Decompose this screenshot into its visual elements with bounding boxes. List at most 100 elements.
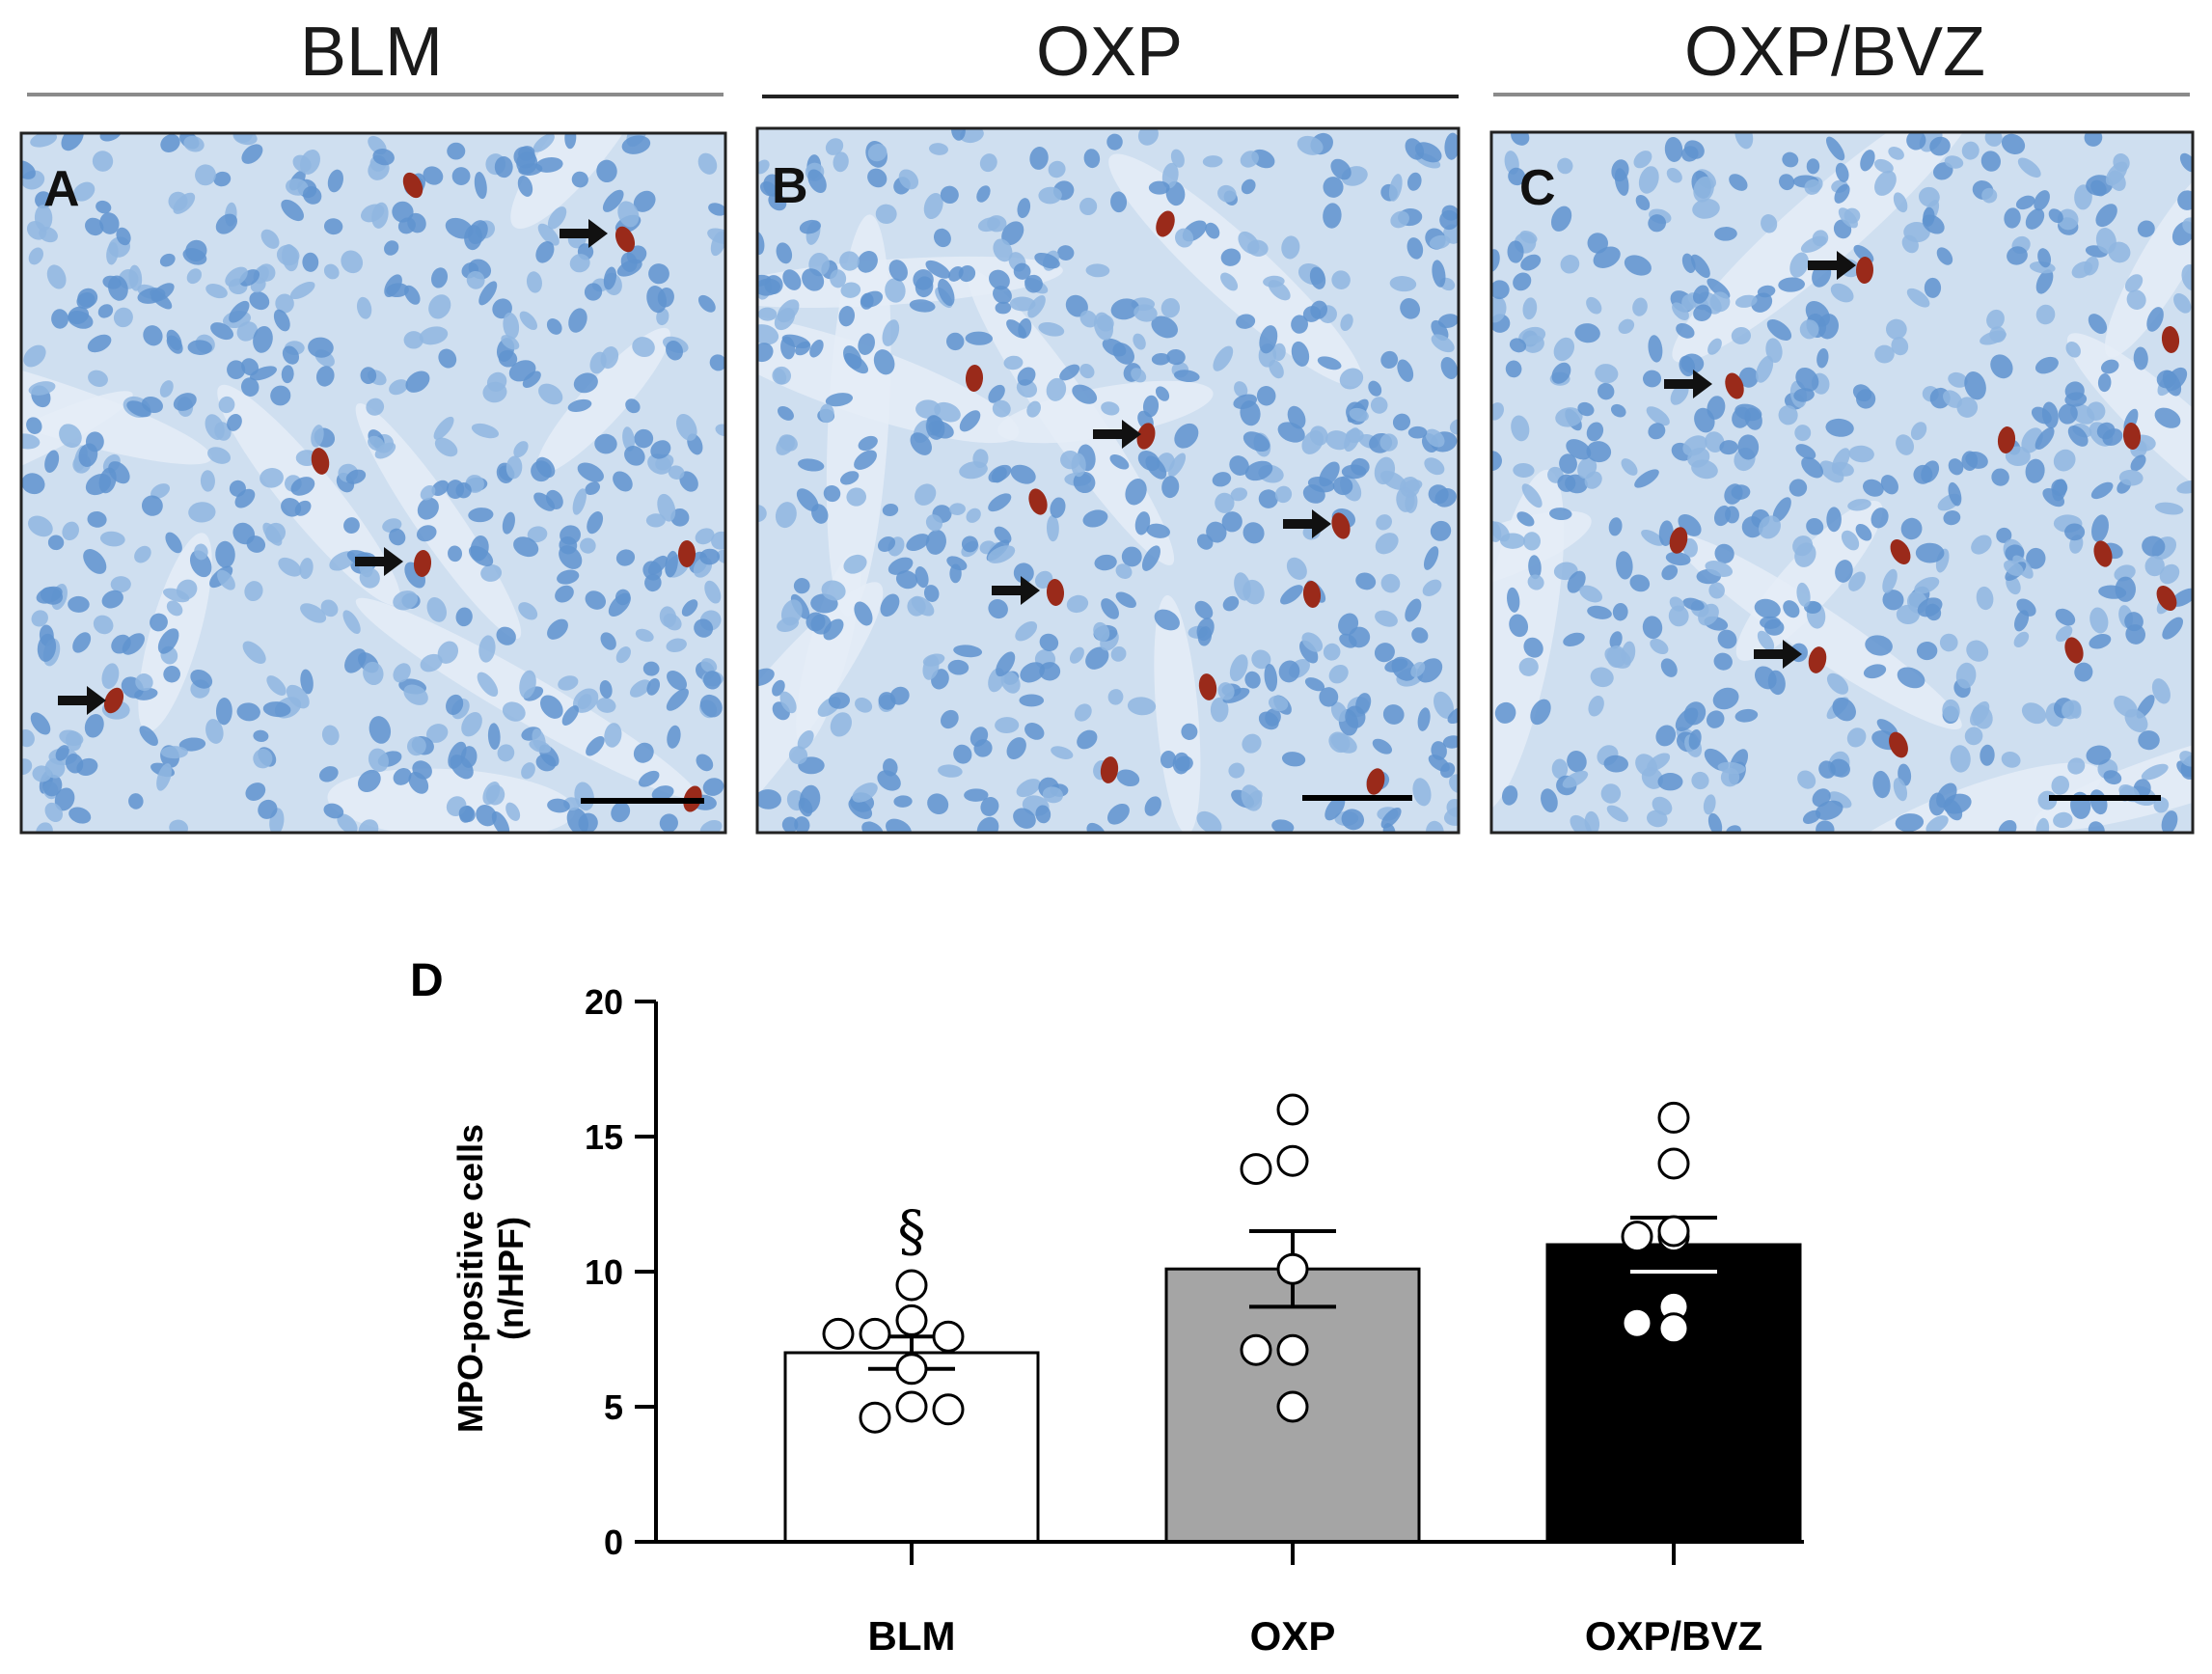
nucleus bbox=[1083, 149, 1101, 169]
nucleus bbox=[517, 176, 533, 197]
nucleus bbox=[1579, 585, 1602, 603]
nucleus bbox=[327, 169, 343, 193]
nucleus bbox=[1425, 428, 1445, 448]
nucleus bbox=[163, 665, 180, 683]
nucleus bbox=[253, 749, 273, 769]
nucleus bbox=[419, 326, 449, 345]
group-title-blm: BLM bbox=[300, 14, 443, 91]
nucleus bbox=[182, 248, 207, 265]
nucleus bbox=[2014, 610, 2030, 632]
nucleus bbox=[1789, 479, 1808, 497]
stroma-streak bbox=[1154, 594, 1201, 833]
nucleus bbox=[403, 331, 423, 349]
nucleus bbox=[1302, 306, 1322, 322]
nucleus bbox=[573, 372, 598, 394]
mpo-positive-cell bbox=[413, 550, 432, 577]
nucleus bbox=[321, 725, 340, 746]
nucleus bbox=[1431, 334, 1455, 353]
nucleus bbox=[1806, 158, 1820, 175]
nucleus bbox=[925, 260, 951, 279]
nucleus bbox=[240, 377, 259, 397]
nucleus bbox=[838, 306, 856, 327]
nucleus bbox=[384, 274, 402, 298]
nucleus bbox=[529, 739, 552, 754]
mpo-positive-cell bbox=[402, 172, 423, 199]
nucleus bbox=[802, 268, 825, 291]
nucleus bbox=[819, 403, 834, 424]
nucleus bbox=[1521, 483, 1543, 508]
nucleus bbox=[860, 290, 884, 308]
nucleus bbox=[1094, 554, 1117, 571]
nucleus bbox=[2086, 745, 2112, 765]
nucleus bbox=[1910, 422, 1927, 441]
nucleus bbox=[645, 513, 666, 528]
nucleus bbox=[1998, 819, 2017, 833]
nucleus bbox=[302, 252, 319, 272]
nucleus bbox=[1148, 180, 1170, 195]
nucleus bbox=[928, 420, 954, 439]
nucleus bbox=[359, 567, 380, 589]
micrograph-panel-c: C bbox=[1489, 130, 2195, 835]
nucleus bbox=[141, 397, 163, 414]
nucleus bbox=[1606, 805, 1628, 823]
significance-annotation: § bbox=[898, 1198, 926, 1264]
nucleus bbox=[1657, 773, 1683, 791]
nucleus bbox=[559, 536, 578, 555]
nucleus bbox=[2090, 481, 2114, 500]
nucleus bbox=[1236, 314, 1256, 329]
nucleus bbox=[1724, 483, 1743, 505]
nucleus bbox=[1003, 355, 1024, 370]
nucleus bbox=[1196, 810, 1222, 833]
nucleus bbox=[1042, 786, 1064, 804]
nucleus bbox=[873, 349, 895, 375]
micrograph-row: BLM OXP OXP/BVZ A B C bbox=[19, 14, 2195, 835]
nucleus bbox=[1215, 492, 1235, 513]
nucleus bbox=[2001, 751, 2021, 768]
nucleus bbox=[471, 423, 500, 439]
nucleus bbox=[477, 672, 499, 697]
nucleus bbox=[823, 484, 841, 503]
nucleus bbox=[1174, 228, 1194, 248]
nucleus bbox=[1274, 485, 1293, 504]
nucleus bbox=[1507, 240, 1524, 263]
data-point bbox=[1657, 1312, 1690, 1345]
nucleus bbox=[1799, 319, 1819, 340]
nucleus bbox=[793, 578, 810, 594]
nucleus bbox=[885, 278, 906, 303]
nucleus bbox=[696, 754, 714, 772]
nucleus bbox=[1586, 296, 1602, 315]
nucleus bbox=[695, 528, 715, 545]
nucleus bbox=[1264, 663, 1278, 692]
nucleus bbox=[577, 462, 604, 482]
nucleus bbox=[540, 695, 563, 719]
nucleus bbox=[1375, 533, 1399, 555]
nucleus bbox=[1422, 579, 1442, 596]
nucleus bbox=[392, 201, 414, 223]
nucleus bbox=[1079, 197, 1098, 216]
nucleus bbox=[1550, 206, 1572, 232]
nucleus bbox=[139, 726, 158, 747]
y-tick-label: 10 bbox=[585, 1252, 623, 1292]
nucleus bbox=[1013, 808, 1036, 829]
nucleus bbox=[711, 531, 725, 550]
data-point bbox=[895, 1269, 928, 1302]
nucleus bbox=[569, 254, 590, 273]
nucleus bbox=[357, 769, 381, 793]
nucleus bbox=[679, 471, 698, 492]
nucleus bbox=[2138, 730, 2160, 751]
nucleus bbox=[281, 498, 302, 517]
nucleus bbox=[1801, 456, 1824, 479]
nucleus bbox=[1331, 270, 1351, 289]
arrow-icon bbox=[355, 547, 403, 576]
nucleus bbox=[1760, 616, 1782, 629]
nucleus bbox=[1508, 167, 1526, 186]
nucleus bbox=[308, 337, 334, 358]
nucleus bbox=[2034, 190, 2050, 211]
data-point bbox=[1276, 1252, 1309, 1285]
nucleus bbox=[420, 653, 443, 672]
nucleus bbox=[1027, 295, 1046, 318]
nucleus bbox=[446, 694, 464, 716]
nucleus bbox=[474, 172, 487, 200]
nucleus bbox=[1174, 423, 1199, 449]
mpo-positive-cell bbox=[1889, 731, 1908, 758]
